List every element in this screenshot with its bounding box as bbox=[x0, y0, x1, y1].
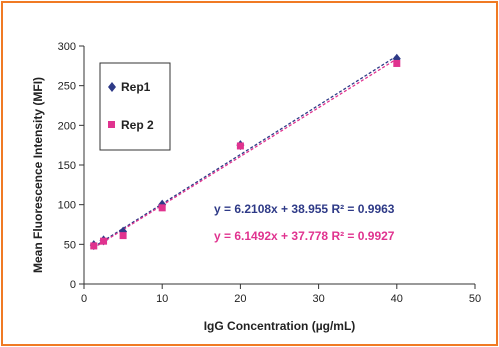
trendlines bbox=[93, 55, 398, 249]
y-tick-label: 100 bbox=[58, 200, 76, 212]
x-tick-label: 10 bbox=[156, 293, 168, 305]
equation-rep1: y = 6.2108x + 38.955 R² = 0.9963 bbox=[214, 202, 395, 216]
y-tick-label: 300 bbox=[58, 41, 76, 53]
legend-marker-rep1 bbox=[108, 82, 116, 92]
data-point-rep2 bbox=[90, 242, 98, 250]
legend-label-rep1: Rep1 bbox=[121, 80, 151, 94]
y-tick-label: 150 bbox=[58, 160, 76, 172]
data-point-rep2 bbox=[158, 204, 166, 212]
x-axis-title: IgG Concentration (µg/mL) bbox=[204, 319, 356, 333]
legend-box bbox=[99, 62, 171, 151]
y-axis-title: Mean Fluorescence Intensity (MFI) bbox=[31, 77, 45, 273]
y-tick-label: 250 bbox=[58, 81, 76, 93]
ticks: 0 50 100 150 200 250 300 0 10 20 30 40 50 bbox=[58, 41, 481, 305]
data-point-rep2 bbox=[100, 237, 108, 245]
legend: Rep1 Rep 2 bbox=[99, 62, 171, 151]
y-tick-label: 50 bbox=[64, 239, 76, 251]
legend-label-rep2: Rep 2 bbox=[121, 118, 154, 132]
x-tick-label: 50 bbox=[469, 293, 481, 305]
x-tick-label: 0 bbox=[81, 293, 87, 305]
y-tick-label: 200 bbox=[58, 120, 76, 132]
y-tick-label: 0 bbox=[70, 279, 76, 291]
data-point-rep2 bbox=[236, 142, 244, 150]
equation-rep2: y = 6.1492x + 37.778 R² = 0.9927 bbox=[214, 229, 395, 243]
x-tick-label: 40 bbox=[391, 293, 403, 305]
data-point-rep2 bbox=[393, 59, 401, 67]
x-tick-label: 30 bbox=[312, 293, 324, 305]
trendline-rep2 bbox=[93, 58, 398, 249]
legend-marker-rep2 bbox=[108, 121, 115, 128]
x-tick-label: 20 bbox=[234, 293, 246, 305]
data-point-rep2 bbox=[119, 232, 127, 240]
data-points bbox=[89, 53, 401, 251]
